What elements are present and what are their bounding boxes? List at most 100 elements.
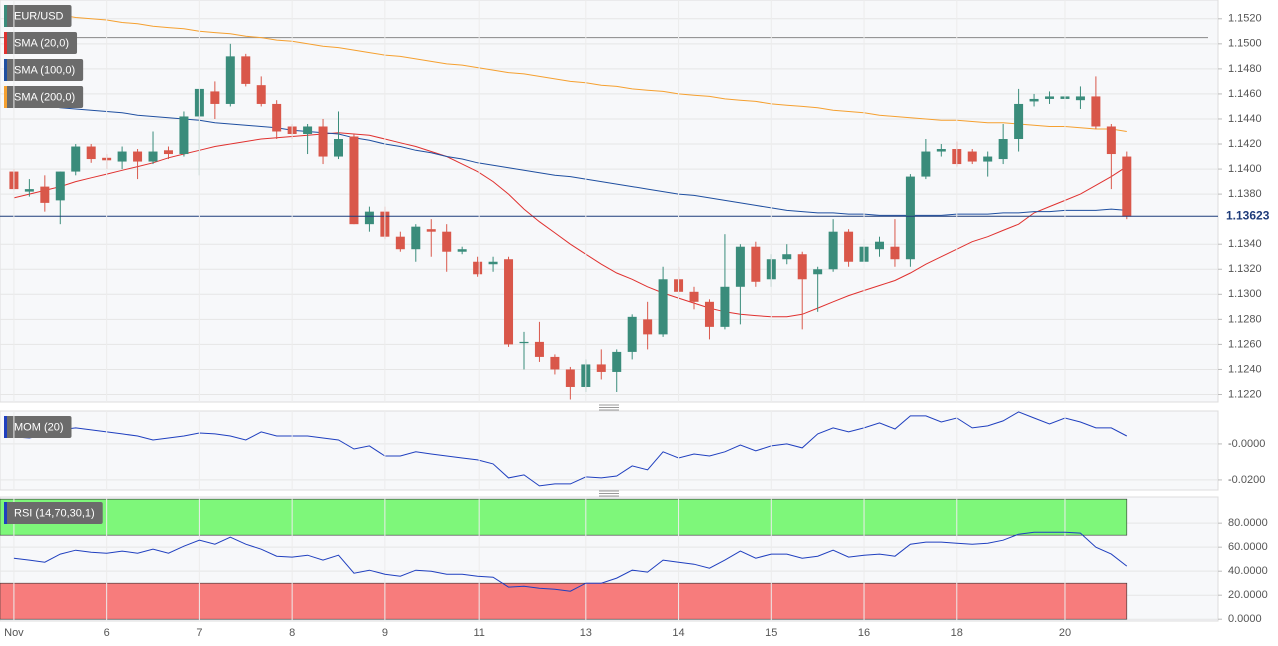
price-panel xyxy=(0,0,1219,403)
candle-body xyxy=(689,291,699,302)
x-tick-label: 7 xyxy=(196,627,202,639)
legend-item: EUR/USD xyxy=(4,5,72,27)
legend-swatch xyxy=(4,5,7,27)
x-tick-label: 13 xyxy=(580,627,592,639)
candle-body xyxy=(241,56,251,84)
legend-item: SMA (20,0) xyxy=(4,32,78,54)
y-tick-label: 20.0000 xyxy=(1228,589,1268,601)
y-tick-label: 60.0000 xyxy=(1228,541,1268,553)
candle-body xyxy=(411,226,421,250)
candle-body xyxy=(596,364,606,372)
y-tick-label: 80.0000 xyxy=(1228,517,1268,529)
candle-body xyxy=(40,186,50,203)
legend-swatch xyxy=(4,32,7,54)
candle-body xyxy=(643,319,653,335)
candle-body xyxy=(179,116,189,155)
candle-body xyxy=(86,146,96,160)
candle-body xyxy=(117,151,127,162)
legend-label: SMA (200,0) xyxy=(14,91,75,103)
candle-body xyxy=(426,229,436,232)
y-tick-label: 1.1340 xyxy=(1228,238,1262,250)
candle-body xyxy=(364,211,374,225)
legend-swatch xyxy=(4,416,7,438)
legend-label: RSI (14,70,30,1) xyxy=(14,507,95,519)
x-tick-label: 6 xyxy=(104,627,110,639)
x-tick-label: 20 xyxy=(1059,627,1071,639)
candle-body xyxy=(967,151,977,162)
candle-body xyxy=(55,171,65,201)
legend-swatch xyxy=(4,86,7,108)
candle-body xyxy=(1075,96,1085,101)
x-tick-label: 11 xyxy=(473,627,484,639)
candle-body xyxy=(349,136,359,225)
y-tick-label: 1.1220 xyxy=(1228,388,1262,400)
legend-label: EUR/USD xyxy=(14,10,64,22)
candle-body xyxy=(550,356,560,370)
candle-body xyxy=(890,246,900,260)
zone-band xyxy=(0,498,1128,536)
y-tick-label: 0.0000 xyxy=(1228,613,1262,625)
y-tick-label: 1.1240 xyxy=(1228,363,1262,375)
legend-item: SMA (100,0) xyxy=(4,59,84,81)
candle-body xyxy=(534,341,544,357)
candle-body xyxy=(627,316,637,352)
legend-box xyxy=(4,5,72,27)
indicator-line xyxy=(13,531,1128,592)
y-tick-label: 1.1260 xyxy=(1228,338,1262,350)
legend-item: RSI (14,70,30,1) xyxy=(4,502,103,524)
candle-body xyxy=(983,156,993,162)
x-tick-label: 15 xyxy=(765,627,777,639)
candle-body xyxy=(751,246,761,282)
candle-body xyxy=(334,139,344,157)
x-tick-label: 14 xyxy=(672,627,684,639)
legend-box xyxy=(4,86,84,108)
candle-body xyxy=(1029,98,1039,102)
y-tick-label: 1.1300 xyxy=(1228,288,1262,300)
x-tick-label: 9 xyxy=(382,627,388,639)
candle-body xyxy=(782,254,792,260)
candle-body xyxy=(828,231,838,270)
mom-panel xyxy=(0,410,1219,491)
candle-body xyxy=(612,351,622,372)
x-tick-label: 16 xyxy=(858,627,870,639)
y-tick-label: 1.1520 xyxy=(1228,13,1262,25)
y-tick-label: -0.0200 xyxy=(1228,474,1265,486)
candle-body xyxy=(225,56,235,104)
candle-body xyxy=(148,151,158,162)
candle-body xyxy=(519,341,529,344)
panel-grip[interactable] xyxy=(599,490,619,497)
candle-body xyxy=(936,149,946,152)
y-tick-label: -0.0000 xyxy=(1228,438,1265,450)
y-tick-label: 1.1500 xyxy=(1228,38,1262,50)
legend-box xyxy=(4,59,84,81)
candle-body xyxy=(1122,156,1132,217)
legend-swatch xyxy=(4,59,7,81)
y-tick-label: 1.1440 xyxy=(1228,113,1262,125)
candle-body xyxy=(1014,103,1024,140)
x-tick-label: 18 xyxy=(951,627,963,639)
candle-body xyxy=(210,91,220,104)
candle-body xyxy=(704,301,714,327)
candle-body xyxy=(457,249,467,252)
candle-body xyxy=(256,85,266,104)
zone-band xyxy=(0,582,1128,620)
candle-body xyxy=(318,126,328,157)
legend-label: MOM (20) xyxy=(14,421,64,433)
candle-body xyxy=(1091,96,1101,127)
candle-body xyxy=(874,241,884,250)
candle-body xyxy=(488,261,498,265)
candle-body xyxy=(473,261,483,275)
y-tick-label: 1.1380 xyxy=(1228,188,1262,200)
panel-grip[interactable] xyxy=(599,404,619,411)
last-price-label: 1.13623 xyxy=(1226,208,1270,222)
candle-body xyxy=(844,231,854,262)
candle-body xyxy=(1106,126,1116,155)
y-tick-label: 1.1400 xyxy=(1228,163,1262,175)
candle-body xyxy=(735,246,745,287)
candle-body xyxy=(565,369,575,387)
legend-label: SMA (100,0) xyxy=(14,64,75,76)
candle-body xyxy=(1045,96,1055,99)
legend-box xyxy=(4,32,78,54)
y-tick-label: 1.1480 xyxy=(1228,63,1262,75)
y-tick-label: 1.1460 xyxy=(1228,88,1262,100)
